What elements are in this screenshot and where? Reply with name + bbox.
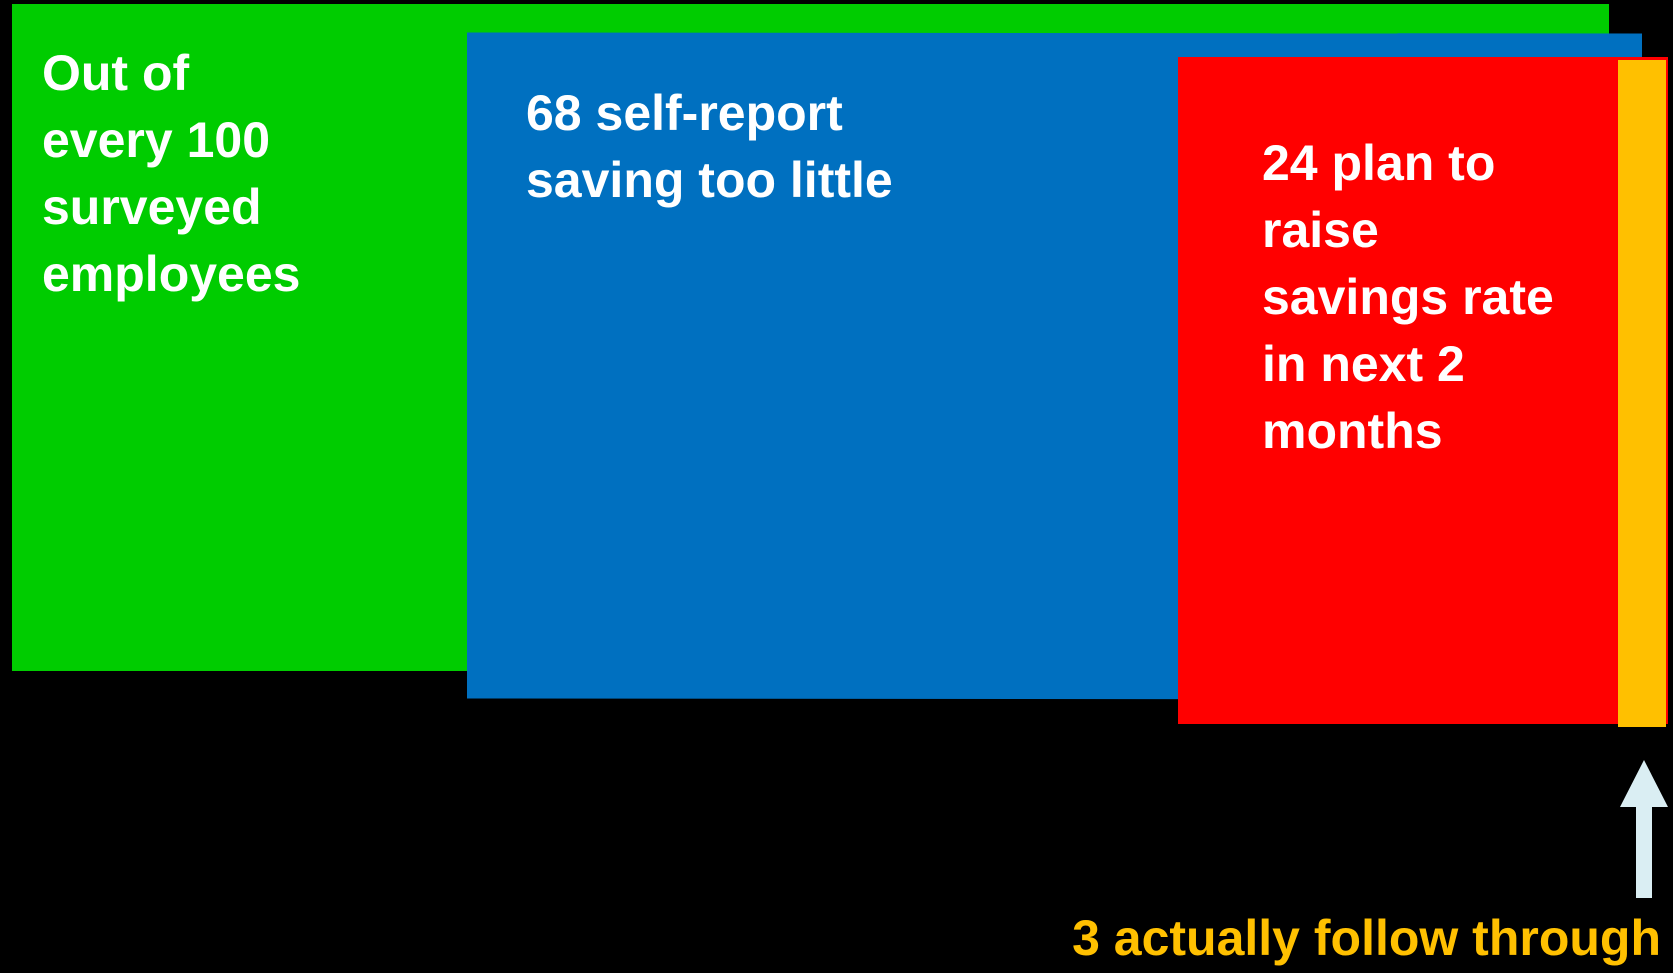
label-total-employees: Out of every 100 surveyed employees	[42, 45, 301, 302]
panel-follow-through	[1618, 60, 1666, 727]
label-plan-to-raise: 24 plan to raise savings rate in next 2 …	[1262, 135, 1554, 459]
label-self-report: 68 self-report saving too little	[526, 85, 893, 208]
up-arrow-icon-shape	[1620, 760, 1668, 898]
panel-plan-to-raise	[1178, 57, 1668, 724]
label-follow-through: 3 actually follow through	[1072, 910, 1661, 966]
up-arrow-icon	[1620, 760, 1668, 898]
